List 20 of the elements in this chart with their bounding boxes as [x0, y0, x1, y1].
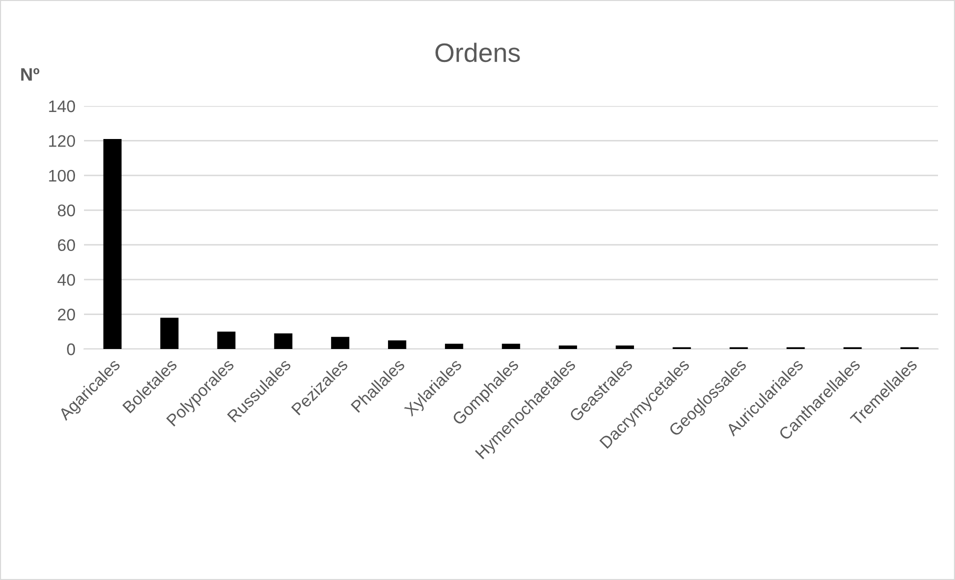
y-axis-title: Nº: [21, 68, 40, 81]
y-tick-label: 20: [58, 308, 76, 320]
y-tick-label: 0: [67, 343, 76, 356]
chart-title: Ordens: [435, 42, 520, 62]
y-tick-label: 40: [58, 274, 76, 286]
bar: [103, 138, 122, 349]
bar: [388, 340, 406, 349]
y-tick-label: 60: [58, 239, 76, 252]
y-tick-label: 100: [49, 170, 76, 182]
bar: [274, 333, 292, 349]
y-tick-label: 140: [49, 100, 76, 112]
bar: [558, 346, 578, 349]
y-tick-label: 120: [49, 135, 76, 147]
bar: [160, 318, 179, 349]
bar: [502, 344, 520, 349]
bar: [444, 344, 464, 349]
bar: [331, 336, 350, 349]
y-tick-label: 80: [58, 204, 76, 216]
bar: [616, 346, 634, 349]
bar: [217, 332, 236, 349]
